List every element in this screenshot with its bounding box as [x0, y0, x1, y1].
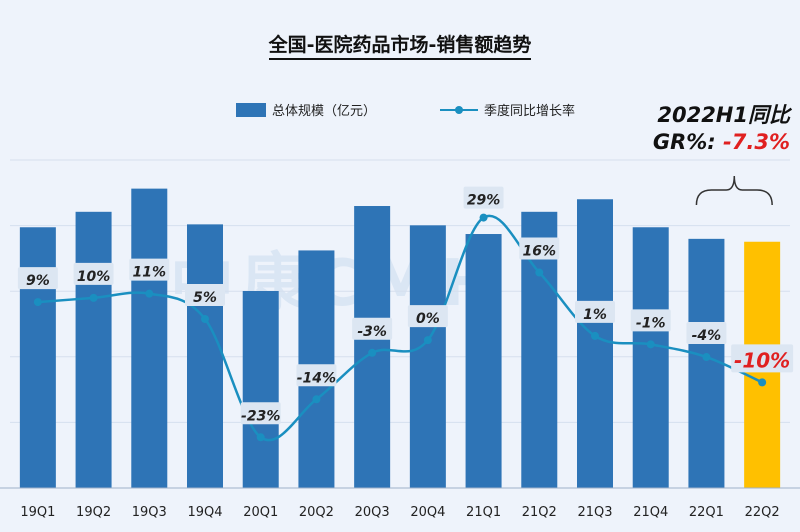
growth-label-text: 5% — [193, 290, 217, 306]
growth-label-box — [686, 322, 727, 345]
growth-label-box — [731, 344, 794, 373]
growth-label-text: -23% — [241, 408, 280, 424]
bar-19Q3 — [131, 188, 168, 488]
growth-label-text: -14% — [297, 370, 336, 386]
growth-point-20Q4 — [423, 336, 432, 345]
growth-label-19Q4: 5% — [185, 284, 225, 306]
x-tick-label: 21Q2 — [522, 505, 557, 520]
growth-point-20Q2 — [312, 395, 321, 404]
legend-bar-label: 总体规模（亿元） — [272, 104, 377, 119]
growth-label-19Q2: 10% — [73, 262, 114, 285]
x-tick-label: 22Q2 — [745, 505, 780, 520]
x-tick-label: 20Q1 — [243, 505, 278, 520]
growth-label-box — [73, 262, 114, 285]
x-tick-label: 19Q2 — [76, 505, 111, 520]
growth-label-box — [185, 284, 225, 306]
bar-19Q2 — [75, 211, 112, 488]
growth-label-box — [407, 305, 448, 328]
x-tick-label: 20Q4 — [410, 505, 445, 520]
bar-20Q1 — [242, 290, 279, 488]
legend-bar-swatch — [236, 102, 266, 117]
legend-item-bar: 总体规模（亿元） — [236, 100, 376, 119]
growth-point-21Q2 — [535, 268, 544, 277]
bar-19Q1 — [19, 227, 56, 488]
growth-label-box — [463, 186, 504, 209]
growth-label-box — [630, 309, 671, 332]
legend-line-label: 季度同比增长率 — [484, 104, 576, 119]
growth-label-box — [129, 258, 170, 281]
growth-label-box — [352, 317, 393, 340]
growth-rate-line — [37, 214, 763, 442]
bar-21Q1 — [465, 234, 502, 488]
growth-label-box — [240, 402, 281, 425]
legend-item-line: 季度同比增长率 — [440, 100, 575, 119]
growth-label-20Q2: -14% — [296, 364, 337, 387]
growth-label-text: 11% — [133, 265, 167, 281]
growth-point-20Q3 — [368, 348, 377, 357]
growth-point-22Q2 — [758, 378, 767, 387]
growth-label-19Q1: 9% — [17, 267, 58, 290]
growth-label-text: 29% — [467, 193, 501, 209]
growth-label-box — [519, 237, 560, 260]
growth-point-21Q1 — [479, 213, 488, 222]
growth-label-text: -3% — [357, 324, 387, 340]
bar-20Q3 — [354, 206, 391, 489]
growth-point-21Q3 — [591, 331, 599, 340]
growth-label-box — [296, 364, 337, 387]
x-tick-label: 21Q1 — [466, 505, 501, 520]
bar-22Q1 — [688, 238, 725, 488]
bar-21Q3 — [577, 199, 613, 488]
x-tick-label: 20Q2 — [299, 505, 334, 520]
growth-point-19Q1 — [33, 298, 42, 307]
growth-label-21Q2: 16% — [519, 237, 560, 260]
growth-label-text: 0% — [416, 311, 440, 327]
growth-label-21Q3: 1% — [575, 300, 615, 323]
x-tick-label: 19Q3 — [132, 505, 167, 520]
legend-line-swatch — [440, 103, 479, 117]
x-tick-label: 19Q4 — [187, 505, 222, 520]
bar-21Q4 — [632, 227, 669, 488]
growth-label-20Q1: -23% — [240, 402, 281, 425]
h1-brace — [695, 175, 773, 206]
legend: 总体规模（亿元） 季度同比增长率 — [236, 100, 575, 119]
growth-point-19Q4 — [201, 315, 209, 323]
growth-label-22Q2: -10% — [731, 344, 794, 373]
growth-point-21Q4 — [646, 340, 655, 349]
bar-20Q4 — [409, 225, 446, 488]
summary-box: 2022H1同比 GR%: -7.3% — [653, 102, 790, 156]
growth-label-22Q1: -4% — [686, 322, 727, 345]
growth-label-19Q3: 11% — [129, 258, 170, 281]
growth-label-text: -4% — [692, 328, 722, 344]
x-tick-label: 19Q1 — [20, 505, 55, 520]
growth-point-20Q1 — [256, 433, 265, 442]
growth-label-21Q1: 29% — [463, 186, 504, 209]
growth-label-box — [575, 300, 615, 323]
growth-label-box — [17, 267, 58, 290]
growth-label-text: -10% — [734, 348, 790, 372]
summary-line1: 2022H1同比 — [657, 103, 790, 127]
growth-label-text: -1% — [636, 315, 666, 331]
growth-point-19Q3 — [145, 289, 154, 298]
x-tick-label: 21Q4 — [633, 505, 668, 520]
growth-label-text: 10% — [77, 269, 111, 285]
growth-label-text: 1% — [583, 307, 607, 323]
growth-label-text: 9% — [26, 273, 50, 289]
growth-label-21Q4: -1% — [630, 309, 671, 332]
growth-label-20Q4: 0% — [407, 305, 448, 328]
x-tick-label: 20Q3 — [355, 505, 390, 520]
growth-label-text: 16% — [523, 244, 557, 260]
growth-point-22Q1 — [702, 353, 711, 362]
x-tick-label: 22Q1 — [689, 505, 724, 520]
growth-point-19Q2 — [89, 293, 98, 302]
bar-19Q4 — [187, 224, 223, 489]
summary-value: -7.3% — [723, 130, 790, 154]
chart-title: 全国-医院药品市场-销售额趋势 — [0, 30, 800, 60]
chart-title-text: 全国-医院药品市场-销售额趋势 — [268, 34, 532, 60]
summary-prefix: GR%: — [652, 130, 724, 154]
summary-line2: GR%: -7.3% — [653, 129, 790, 156]
x-tick-label: 21Q3 — [577, 505, 612, 520]
growth-label-20Q3: -3% — [352, 317, 393, 340]
